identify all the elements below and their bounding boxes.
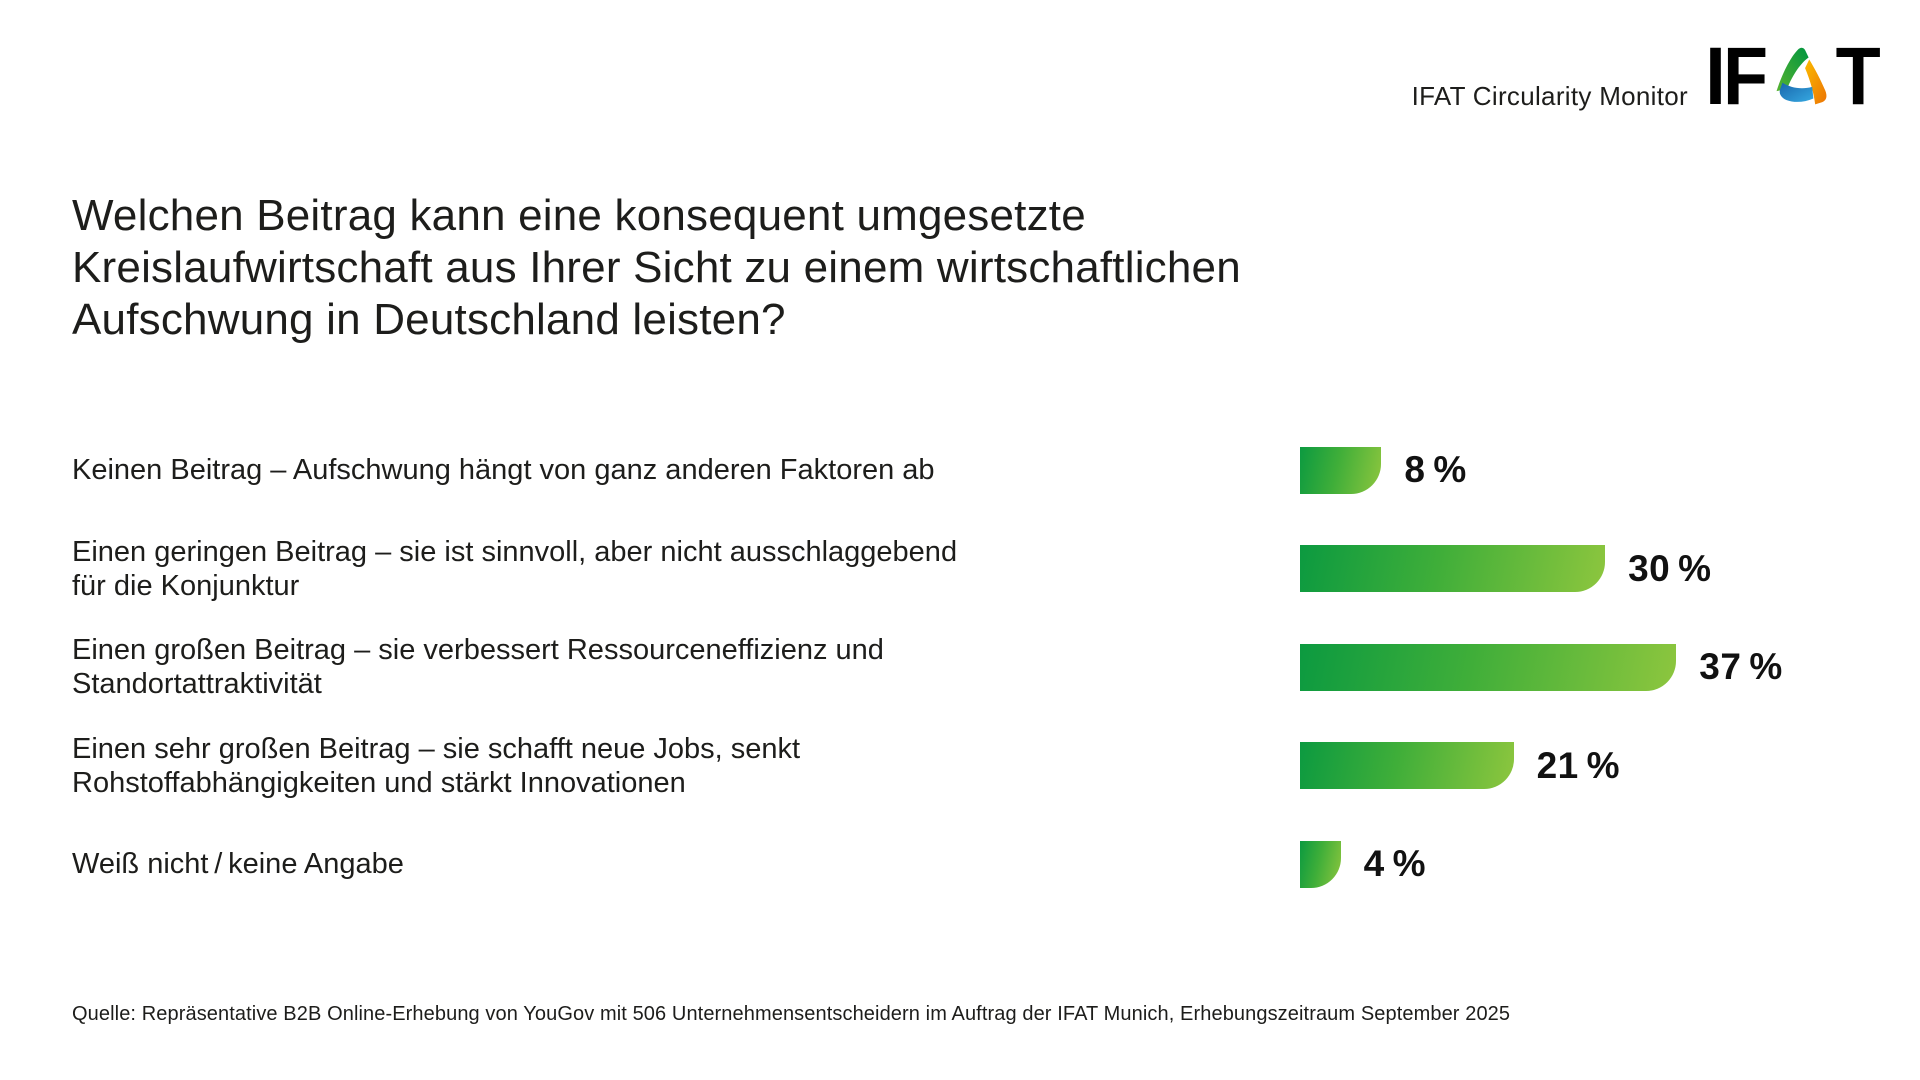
bar-group: 30 % <box>1300 545 1712 593</box>
category-label: Einen sehr großen Beitrag – sie schafft … <box>72 732 801 799</box>
bar <box>1300 742 1514 790</box>
recycle-triangle-icon <box>1776 47 1827 105</box>
bar-group: 8 % <box>1300 446 1467 494</box>
value-label: 21 % <box>1536 744 1621 786</box>
category-label: Weiß nicht / keine Angabe <box>72 848 404 881</box>
category-label: Einen geringen Beitrag – sie ist sinnvol… <box>72 535 958 602</box>
chart-row: Einen großen Beitrag – sie verbessert Re… <box>72 618 1872 717</box>
page-title: Welchen Beitrag kann eine konsequent umg… <box>72 191 1241 344</box>
value-label: 4 % <box>1363 843 1427 885</box>
bar <box>1300 545 1606 593</box>
bar-group: 37 % <box>1300 643 1783 691</box>
value-label: 30 % <box>1628 547 1712 589</box>
category-label: Keinen Beitrag – Aufschwung hängt von ga… <box>72 454 935 487</box>
chart-row: Einen geringen Beitrag – sie ist sinnvol… <box>72 520 1872 619</box>
category-label: Einen großen Beitrag – sie verbessert Re… <box>72 634 884 701</box>
ifat-logo: IF T <box>1705 31 1881 122</box>
logo-text-if: IF <box>1705 31 1768 122</box>
bar <box>1300 446 1382 494</box>
bar <box>1300 643 1677 691</box>
chart-row: Einen sehr großen Beitrag – sie schafft … <box>72 717 1872 816</box>
bar <box>1300 840 1341 888</box>
bar-group: 21 % <box>1300 742 1621 790</box>
source-note: Quelle: Repräsentative B2B Online-Erhebu… <box>72 1003 1511 1025</box>
product-label: IFAT Circularity Monitor <box>1411 81 1688 111</box>
bar-chart: Keinen Beitrag – Aufschwung hängt von ga… <box>72 421 1872 914</box>
chart-row: Keinen Beitrag – Aufschwung hängt von ga… <box>72 421 1872 520</box>
bar-group: 4 % <box>1300 840 1427 888</box>
value-label: 37 % <box>1699 646 1783 688</box>
value-label: 8 % <box>1404 449 1467 491</box>
logo-text-t: T <box>1835 31 1881 122</box>
chart-row: Weiß nicht / keine Angabe 4 % <box>72 815 1872 914</box>
